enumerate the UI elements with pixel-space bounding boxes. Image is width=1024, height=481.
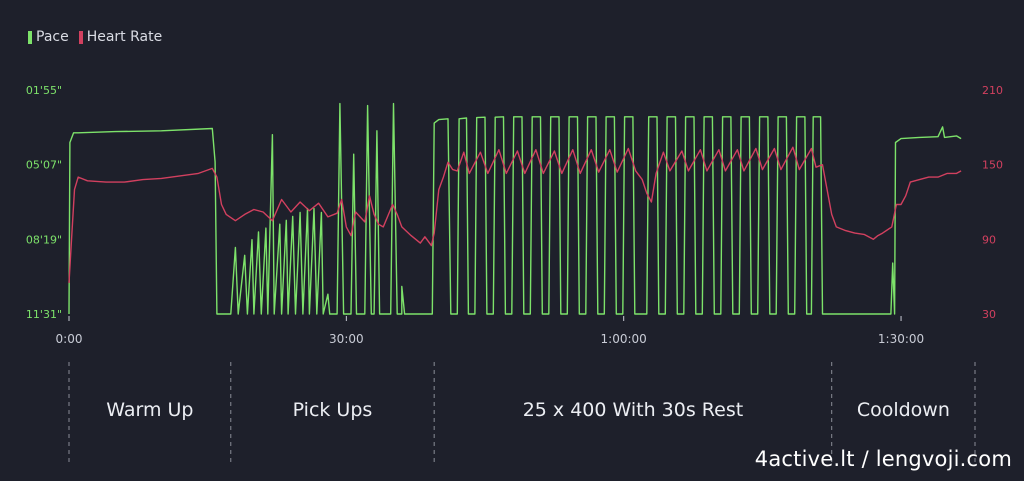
series-lines — [68, 102, 962, 315]
pace-axis: 01'55" 05'07" 08'19" 11'31" — [26, 84, 62, 321]
heart-rate-tick-label: 150 — [982, 159, 1003, 172]
segment-labels: Warm Up Pick Ups 25 x 400 With 30s Rest Coo… — [106, 399, 950, 421]
pace-swatch — [28, 30, 32, 44]
watermark: 4active.lt / lengvoji.com — [754, 447, 1012, 471]
time-tick-label: 30:00 — [329, 332, 364, 346]
legend-pace-label: Pace — [36, 29, 69, 45]
heart-rate-axis: 210 150 90 30 — [982, 84, 1003, 321]
pace-series-line — [68, 102, 962, 315]
pace-tick-label: 11'31" — [26, 308, 62, 321]
legend-item-heart-rate: Heart Rate — [78, 29, 163, 45]
heart-rate-tick-label: 30 — [982, 308, 996, 321]
legend-item-pace: Pace — [28, 29, 69, 45]
legend: Pace Heart Rate — [28, 29, 162, 45]
pace-tick-label: 05'07" — [26, 159, 62, 172]
segment-label: Warm Up — [106, 399, 193, 421]
heart-rate-swatch — [78, 30, 83, 44]
pace-tick-label: 08'19" — [26, 233, 62, 246]
time-axis: 0:00 30:00 1:00:00 1:30:00 — [56, 316, 924, 346]
segment-label: Cooldown — [857, 399, 950, 421]
heart-rate-tick-label: 210 — [982, 84, 1003, 97]
time-tick-label: 1:30:00 — [878, 332, 924, 346]
heart-rate-tick-label: 90 — [982, 233, 996, 246]
pace-tick-label: 01'55" — [26, 84, 62, 97]
segment-label: 25 x 400 With 30s Rest — [523, 399, 744, 421]
segment-label: Pick Ups — [293, 399, 373, 421]
segment-dividers — [68, 362, 976, 466]
time-tick-label: 0:00 — [56, 332, 83, 346]
heart-rate-series-line — [68, 146, 962, 283]
time-tick-label: 1:00:00 — [601, 332, 647, 346]
legend-heart-rate-label: Heart Rate — [86, 29, 163, 45]
